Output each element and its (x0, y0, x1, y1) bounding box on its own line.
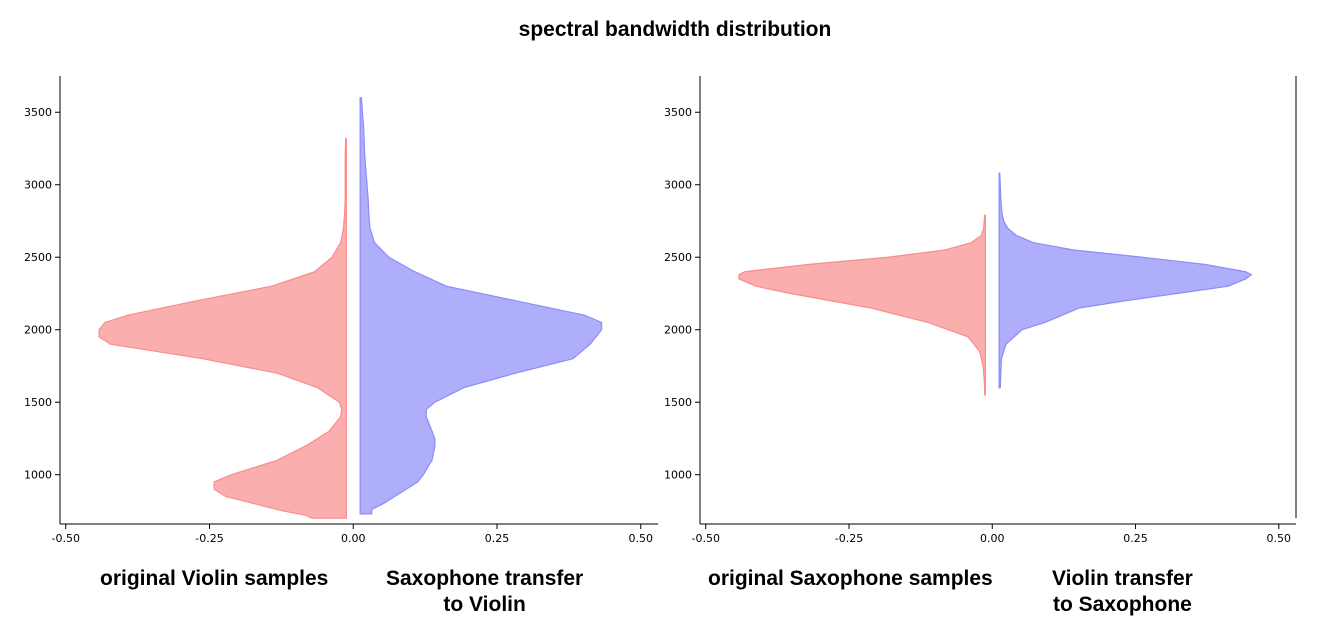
x-tick-label: 0.25 (485, 532, 510, 545)
caption-right-panel1: Saxophone transfer to Violin (386, 566, 583, 618)
caption-right-panel2: Violin transfer to Saxophone (1052, 566, 1193, 618)
caption-right-line1: Saxophone transfer (386, 567, 584, 590)
x-tick-label: 0.00 (980, 532, 1005, 545)
y-tick-label: 2500 (24, 251, 52, 264)
y-tick-label: 2000 (24, 324, 52, 337)
x-tick-label: -0.50 (52, 532, 80, 545)
caption-right-line2: to Violin (443, 593, 526, 616)
y-tick-label: 3500 (664, 106, 692, 119)
y-tick-label: 1000 (664, 469, 692, 482)
x-tick-label: -0.25 (195, 532, 223, 545)
figure-title: spectral bandwidth distribution (518, 18, 832, 41)
x-tick-label: 0.50 (1267, 532, 1292, 545)
y-tick-label: 2500 (664, 251, 692, 264)
y-tick-label: 1500 (24, 396, 52, 409)
caption-left-panel1: original Violin samples (100, 567, 329, 590)
violin-right-panel1 (359, 97, 603, 515)
x-tick-label: 0.50 (629, 532, 654, 545)
violin-right-panel2 (998, 172, 1253, 389)
caption-right-line2: to Saxophone (1052, 593, 1192, 616)
x-tick-label: 0.00 (341, 532, 366, 545)
x-tick-label: -0.25 (835, 532, 863, 545)
y-tick-label: 1500 (664, 396, 692, 409)
violin-left-panel2 (738, 214, 986, 396)
violin-left-panel1 (98, 137, 347, 519)
caption-left-panel2: original Saxophone samples (708, 567, 993, 590)
y-tick-label: 3000 (664, 179, 692, 192)
x-tick-label: -0.50 (691, 532, 719, 545)
x-tick-label: 0.25 (1123, 532, 1148, 545)
y-tick-label: 3500 (24, 106, 52, 119)
y-tick-label: 3000 (24, 179, 52, 192)
caption-right-line1: Violin transfer (1052, 567, 1193, 590)
y-tick-label: 1000 (24, 469, 52, 482)
y-tick-label: 2000 (664, 324, 692, 337)
